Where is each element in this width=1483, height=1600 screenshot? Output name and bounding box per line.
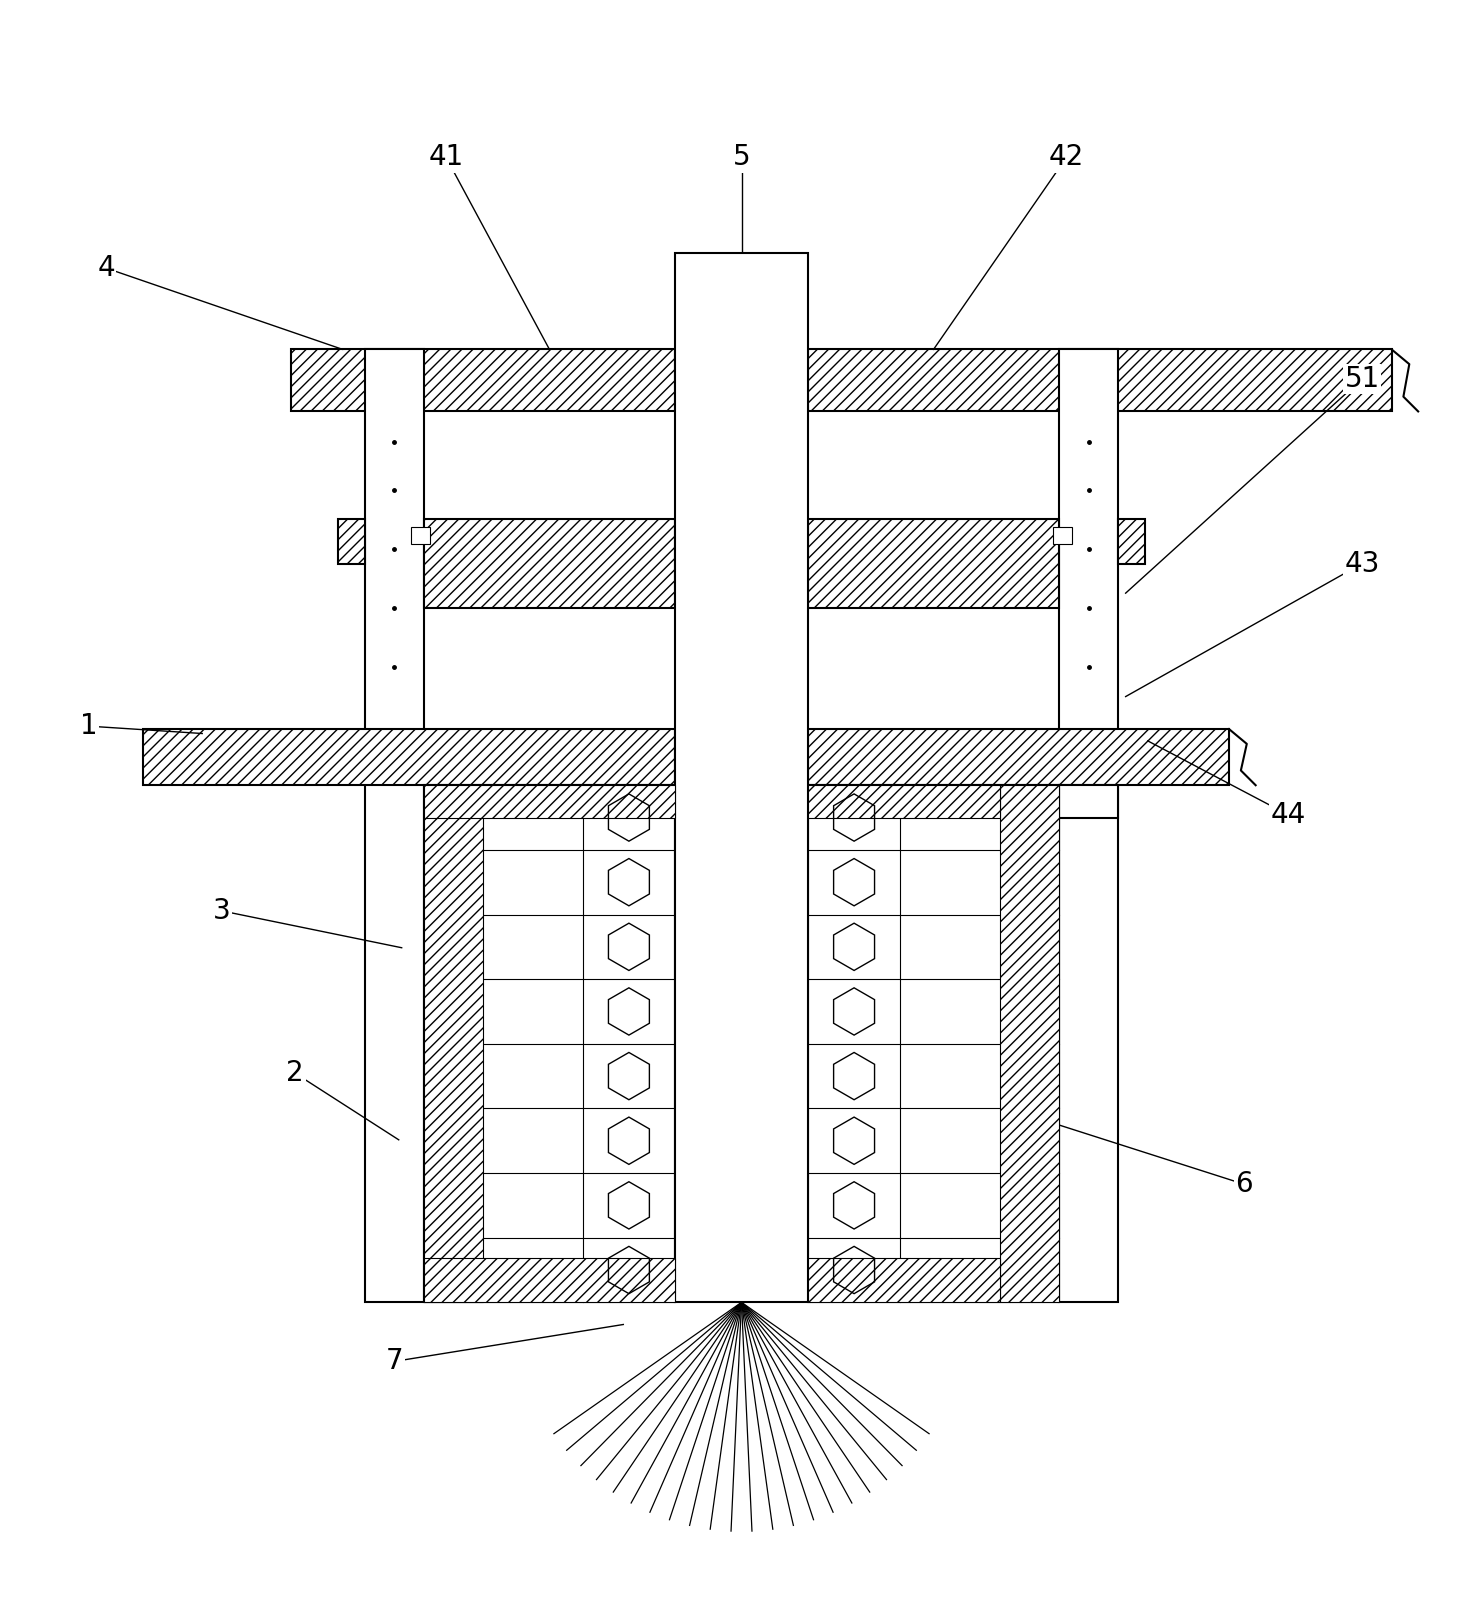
Bar	[808, 730, 1229, 786]
Bar	[1118, 520, 1145, 563]
Text: 4: 4	[98, 254, 116, 282]
Bar	[424, 786, 675, 818]
Bar	[424, 520, 675, 608]
Bar	[808, 786, 1059, 1302]
Bar	[808, 1258, 1000, 1302]
Bar	[291, 349, 675, 411]
Text: 5: 5	[733, 144, 750, 171]
Bar	[144, 730, 675, 786]
Text: 41: 41	[429, 144, 464, 171]
Bar	[424, 786, 675, 1302]
Text: 44: 44	[1271, 800, 1305, 829]
Bar	[808, 786, 1000, 818]
Bar	[675, 253, 808, 1302]
Bar	[1000, 786, 1059, 1302]
Text: 2: 2	[286, 1059, 304, 1088]
Text: 42: 42	[1048, 144, 1084, 171]
Bar	[424, 1258, 675, 1302]
Text: 43: 43	[1344, 550, 1379, 578]
Text: 1: 1	[80, 712, 98, 741]
Text: 3: 3	[212, 898, 230, 925]
Bar	[1059, 349, 1118, 1302]
Bar	[424, 786, 483, 1302]
Bar	[365, 349, 424, 1302]
Bar	[1053, 526, 1072, 544]
Bar	[1059, 786, 1118, 818]
Bar	[338, 520, 365, 563]
Text: 7: 7	[386, 1347, 403, 1376]
Text: 51: 51	[1345, 365, 1379, 394]
Bar	[808, 520, 1059, 608]
Bar	[411, 526, 430, 544]
Text: 6: 6	[1235, 1170, 1253, 1198]
Bar	[808, 349, 1391, 411]
